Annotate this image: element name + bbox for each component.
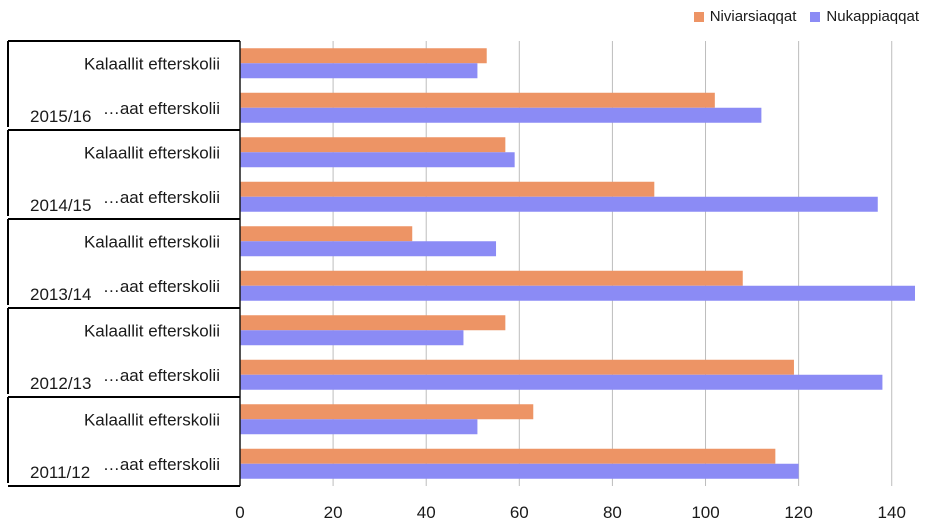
year-label: 2011/12 — [30, 463, 90, 482]
x-tick-label: 0 — [235, 503, 244, 522]
bar-nukappiaqqat-6 — [240, 330, 464, 346]
bar-nukappiaqqat-2 — [240, 152, 515, 168]
x-tick-label: 20 — [324, 503, 343, 522]
x-tick-label: 60 — [510, 503, 529, 522]
bar-nukappiaqqat-0 — [240, 63, 478, 79]
legend-swatch-nukappiaqqat — [810, 11, 821, 22]
x-tick-label: 100 — [691, 503, 719, 522]
legend-item-niviarsiaqqat: Niviarsiaqqat — [693, 8, 797, 25]
year-label-bg — [26, 461, 104, 483]
bar-nukappiaqqat-8 — [240, 419, 478, 435]
category-label: …aat efterskolii — [103, 366, 220, 385]
bar-nukappiaqqat-9 — [240, 463, 799, 479]
bar-niviarsiaqqat-7 — [240, 359, 794, 375]
bar-niviarsiaqqat-5 — [240, 270, 743, 286]
bar-niviarsiaqqat-3 — [240, 181, 655, 197]
category-label: Kalaallit efterskolii — [84, 321, 220, 340]
legend: Niviarsiaqqat Nukappiaqqat — [693, 8, 919, 25]
bar-niviarsiaqqat-1 — [240, 92, 715, 108]
legend-label-nukappiaqqat: Nukappiaqqat — [826, 8, 919, 25]
year-label-bg — [26, 105, 104, 127]
bar-niviarsiaqqat-4 — [240, 226, 413, 242]
bar-nukappiaqqat-1 — [240, 107, 762, 123]
category-label: Kalaallit efterskolii — [84, 54, 220, 73]
x-tick-label: 120 — [784, 503, 812, 522]
bar-niviarsiaqqat-6 — [240, 315, 506, 331]
category-label: Kalaallit efterskolii — [84, 232, 220, 251]
year-label: 2015/16 — [30, 107, 91, 126]
year-label: 2014/15 — [30, 196, 91, 215]
category-label: Kalaallit efterskolii — [84, 143, 220, 162]
x-tick-label: 80 — [603, 503, 622, 522]
bar-niviarsiaqqat-0 — [240, 48, 487, 64]
year-label-bg — [26, 283, 104, 305]
bar-niviarsiaqqat-2 — [240, 137, 506, 153]
bar-niviarsiaqqat-8 — [240, 404, 534, 420]
category-label: …aat efterskolii — [103, 99, 220, 118]
x-tick-label: 40 — [417, 503, 436, 522]
legend-swatch-niviarsiaqqat — [693, 11, 704, 22]
year-label: 2013/14 — [30, 285, 91, 304]
bar-niviarsiaqqat-9 — [240, 448, 776, 464]
legend-label-niviarsiaqqat: Niviarsiaqqat — [709, 8, 797, 25]
bar-nukappiaqqat-4 — [240, 241, 497, 257]
year-label-bg — [26, 372, 104, 394]
bar-nukappiaqqat-5 — [240, 285, 915, 301]
year-label-bg — [26, 194, 104, 216]
x-tick-label: 140 — [878, 503, 906, 522]
category-label: Kalaallit efterskolii — [84, 410, 220, 429]
category-label: …aat efterskolii — [103, 455, 220, 474]
legend-item-nukappiaqqat: Nukappiaqqat — [810, 8, 919, 25]
category-label: …aat efterskolii — [103, 188, 220, 207]
year-label: 2012/13 — [30, 374, 91, 393]
category-label: …aat efterskolii — [103, 277, 220, 296]
bar-nukappiaqqat-3 — [240, 196, 878, 212]
bar-nukappiaqqat-7 — [240, 374, 883, 390]
